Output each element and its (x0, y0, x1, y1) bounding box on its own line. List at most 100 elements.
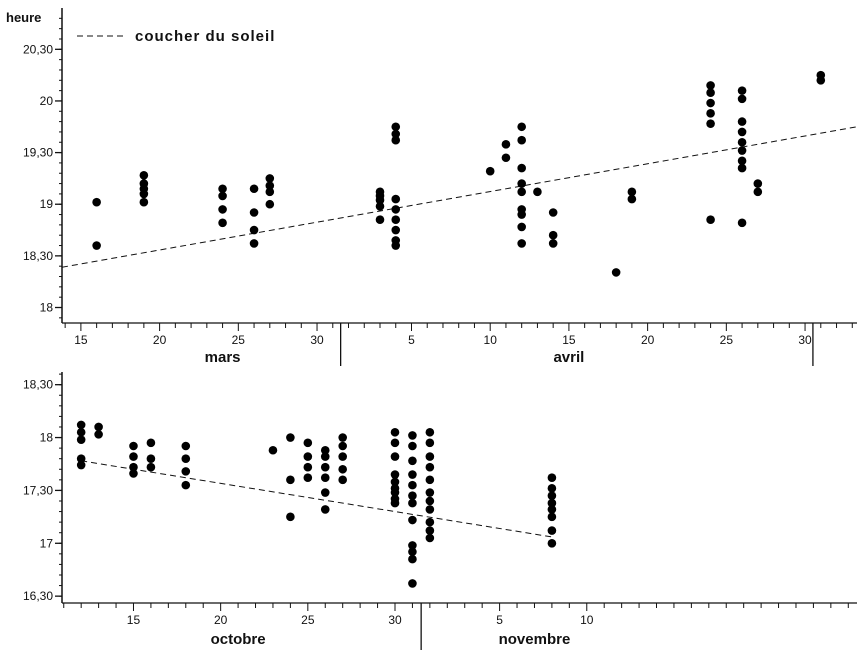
data-point (375, 215, 385, 225)
data-point (265, 181, 275, 190)
data-point (320, 488, 330, 497)
data-point (94, 430, 103, 439)
data-point (408, 515, 417, 525)
data-point (76, 427, 86, 437)
data-point (627, 194, 637, 204)
data-point (320, 505, 330, 514)
month-label-mars: mars (205, 349, 241, 366)
data-point (425, 462, 435, 472)
panel-autumn: 16,30 17 17,30 18 18,30 15 20 25 30 5 10 octobre nov… (23, 372, 857, 650)
y-tick-label: 18 (40, 431, 54, 445)
y-tick-label: 16,30 (23, 589, 53, 603)
y-tick-label: 19 (40, 197, 54, 211)
data-point (548, 230, 558, 240)
data-point (706, 215, 715, 225)
y-tick-label: 18 (40, 301, 54, 315)
data-point (249, 239, 259, 248)
data-point (408, 431, 417, 440)
data-point (390, 470, 400, 479)
data-point (425, 517, 435, 527)
x-tick-label: 15 (562, 333, 576, 347)
data-point (816, 75, 826, 85)
data-point (249, 184, 259, 194)
x-tick-label: 20 (153, 333, 167, 347)
data-point (485, 166, 495, 176)
x-tick-label: 25 (301, 613, 315, 627)
x-tick-label: 10 (484, 333, 498, 347)
panel-spring: 18 18,30 19 19,30 20 20,30 15 20 25 30 5 10 15 20 25 30… (6, 8, 857, 366)
data-point (391, 225, 401, 235)
data-point (375, 201, 385, 211)
data-point (547, 512, 557, 522)
data-point (547, 505, 557, 514)
data-point (265, 174, 275, 183)
y-tick-label: 18,30 (23, 249, 53, 263)
data-point (706, 98, 715, 108)
data-point (286, 433, 295, 442)
data-point (408, 441, 417, 451)
data-point (753, 187, 763, 197)
data-point (425, 427, 435, 437)
x-tick-label: 10 (580, 613, 594, 627)
x-tick-label: 5 (496, 613, 503, 627)
data-point (548, 208, 558, 217)
y-tick-label: 20 (40, 94, 54, 108)
x-tick-label: 25 (720, 333, 734, 347)
data-point (706, 81, 715, 90)
y-tick-label: 18,30 (23, 378, 53, 392)
data-point (501, 153, 511, 163)
data-point (129, 441, 138, 451)
data-point (390, 477, 400, 487)
data-point (408, 470, 417, 479)
data-point (425, 488, 435, 497)
x-tick-label: 25 (232, 333, 246, 347)
data-point (320, 452, 330, 461)
data-point (76, 435, 86, 444)
data-point (533, 187, 542, 197)
data-point (76, 420, 86, 430)
data-point (181, 467, 191, 476)
data-point (286, 475, 295, 485)
data-point (425, 496, 435, 506)
data-point (303, 438, 313, 448)
data-point (320, 445, 330, 455)
data-point (391, 241, 401, 250)
data-point (737, 163, 747, 173)
data-point (218, 205, 227, 214)
x-tick-label: 15 (74, 333, 88, 347)
y-tick-label: 17,30 (23, 483, 53, 497)
data-point (425, 505, 435, 514)
data-point (408, 456, 417, 466)
x-tick-label: 30 (798, 333, 812, 347)
data-point (338, 475, 347, 485)
data-point (517, 210, 526, 219)
data-point (517, 179, 526, 188)
x-tick-label: 15 (127, 613, 141, 627)
data-point (218, 184, 227, 194)
data-point (391, 215, 401, 225)
data-point (547, 498, 557, 508)
legend-label: coucher du soleil (135, 28, 275, 45)
y-tick-label: 20,30 (23, 42, 53, 56)
data-point (706, 109, 715, 118)
data-point (547, 473, 557, 483)
data-point (181, 480, 191, 490)
data-point (391, 122, 401, 132)
data-point (139, 171, 149, 180)
month-label-avril: avril (553, 349, 584, 366)
x-tick-label: 5 (408, 333, 415, 347)
data-point (129, 452, 138, 461)
data-point (249, 225, 259, 235)
sunset-line (81, 460, 552, 538)
data-point (737, 117, 747, 126)
x-tick-label: 30 (388, 613, 402, 627)
data-point (303, 473, 313, 483)
data-point (303, 452, 313, 461)
data-point (737, 156, 747, 166)
x-tick-label: 20 (214, 613, 228, 627)
data-point (408, 547, 417, 557)
data-point (547, 526, 557, 535)
data-point (92, 197, 101, 207)
data-point (139, 197, 149, 207)
